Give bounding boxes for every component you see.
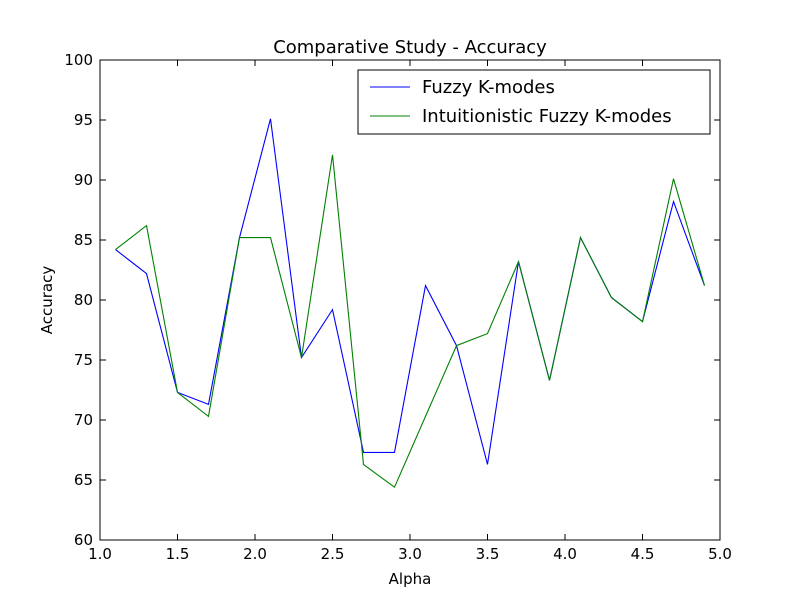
y-tick-label: 80 — [74, 291, 93, 309]
series-layer — [115, 118, 706, 489]
y-tick-label: 70 — [74, 411, 93, 429]
x-tick-label: 2.0 — [243, 545, 267, 563]
plot-area — [100, 60, 720, 540]
x-tick-label: 5.0 — [708, 545, 732, 563]
x-tick-label: 4.5 — [631, 545, 655, 563]
x-tick-label: 4.0 — [553, 545, 577, 563]
x-tick-label: 3.0 — [398, 545, 422, 563]
series-line-2 — [115, 154, 706, 489]
plot-background — [100, 60, 720, 540]
y-tick-label: 85 — [74, 231, 93, 249]
y-tick-label: 60 — [74, 531, 93, 549]
legend: Fuzzy K-modes Intuitionistic Fuzzy K-mode… — [357, 69, 711, 135]
axes-layer: 1.0 1.5 2.0 2.5 3.0 3.5 4.0 4.5 5.0 60 65 70 75 80 85 9… — [64, 51, 732, 563]
chart-title: Comparative Study - Accuracy — [273, 37, 547, 58]
y-tick-label: 100 — [64, 51, 93, 69]
legend-label-2: Intuitionistic Fuzzy K-modes — [422, 106, 672, 127]
y-tick-label: 65 — [74, 471, 93, 489]
x-tick-label: 3.5 — [476, 545, 500, 563]
x-axis-label: Alpha — [389, 570, 432, 588]
legend-box — [357, 69, 711, 135]
x-tick-label: 1.5 — [166, 545, 190, 563]
y-tick-label: 90 — [74, 171, 93, 189]
legend-label-1: Fuzzy K-modes — [422, 77, 555, 98]
y-tick-label: 75 — [74, 351, 93, 369]
y-axis-label: Accuracy — [38, 266, 56, 335]
x-tick-label: 1.0 — [88, 545, 112, 563]
y-tick-label: 95 — [74, 111, 93, 129]
x-tick-label: 2.5 — [321, 545, 345, 563]
